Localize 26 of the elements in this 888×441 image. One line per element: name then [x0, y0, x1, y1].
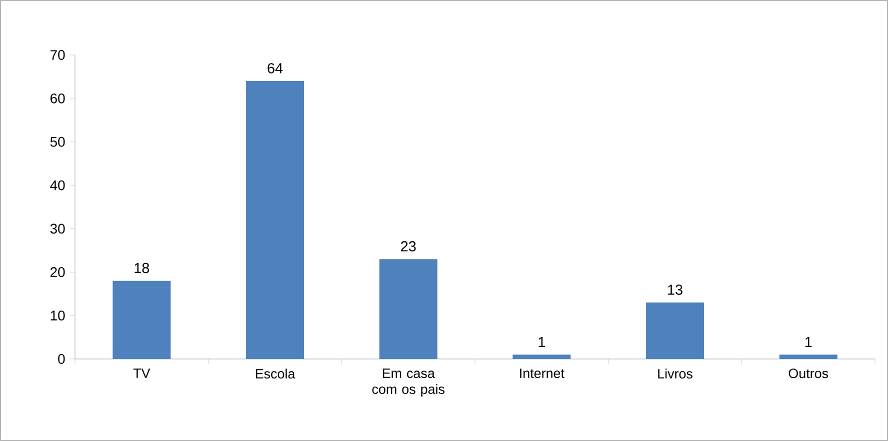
data-label: 13: [668, 284, 682, 295]
x-tick-label: TV: [133, 368, 150, 378]
bar: [512, 354, 571, 359]
data-label: 64: [268, 63, 283, 74]
y-tick-label: 30: [50, 224, 65, 234]
x-tick-label: Em casa com os pais: [372, 368, 444, 397]
x-tick-label: Livros: [658, 368, 692, 379]
data-label: 23: [401, 241, 416, 252]
data-label: 1: [538, 337, 545, 347]
y-tick-label: 0: [58, 354, 65, 364]
data-label: 1: [805, 337, 812, 347]
bar: [379, 259, 438, 359]
x-tick-label: Outros: [788, 368, 828, 378]
y-tick-label: 10: [50, 310, 65, 320]
y-tick-label: 60: [50, 93, 65, 104]
y-tick-label: 20: [50, 267, 65, 278]
bar: [246, 81, 304, 359]
bar: [779, 354, 838, 359]
y-tick-label: 70: [50, 50, 65, 60]
bar: [646, 302, 704, 359]
bar: [112, 280, 171, 359]
x-tick-label: Internet: [520, 368, 564, 378]
data-label: 18: [134, 262, 150, 274]
y-tick-label: 50: [50, 136, 65, 147]
x-tick-label: Escola: [256, 368, 296, 379]
y-tick-label: 40: [50, 180, 65, 190]
